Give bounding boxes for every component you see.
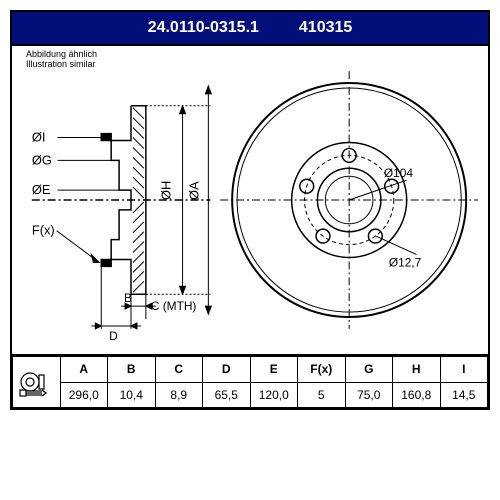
col-F: F(x) xyxy=(298,357,346,383)
dimension-table: A B C D E F(x) G H I 296,0 10,4 8,9 65,5… xyxy=(12,354,488,408)
technical-drawing: ØI ØG ØE F(x) xyxy=(12,46,488,354)
label-fx: F(x) xyxy=(32,223,55,238)
table-header-row: A B C D E F(x) G H I xyxy=(13,357,488,383)
col-H: H xyxy=(393,357,441,383)
label-center-dia: Ø104 xyxy=(384,166,413,180)
col-E: E xyxy=(250,357,298,383)
header-bar: 24.0110-0315.1 410315 xyxy=(12,12,488,46)
val-C: 8,9 xyxy=(155,382,203,408)
val-H: 160,8 xyxy=(393,382,441,408)
val-F: 5 xyxy=(298,382,346,408)
col-C: C xyxy=(155,357,203,383)
short-code: 410315 xyxy=(299,19,352,37)
val-B: 10,4 xyxy=(108,382,156,408)
bolt-icon xyxy=(18,384,48,402)
label-oh: ØH xyxy=(159,181,174,200)
col-G: G xyxy=(345,357,393,383)
label-d: D xyxy=(109,329,118,343)
diagram-area: ØI ØG ØE F(x) xyxy=(12,46,488,354)
val-I: 14,5 xyxy=(440,382,488,408)
val-D: 65,5 xyxy=(203,382,251,408)
label-c-mth: C (MTH) xyxy=(151,299,197,313)
col-I: I xyxy=(440,357,488,383)
label-b: B xyxy=(124,291,132,305)
label-oa: ØA xyxy=(186,181,201,200)
label-og: ØG xyxy=(32,152,52,167)
table-value-row: 296,0 10,4 8,9 65,5 120,0 5 75,0 160,8 1… xyxy=(13,382,488,408)
drawing-frame: 24.0110-0315.1 410315 Abbildung ähnlich … xyxy=(10,10,490,410)
val-G: 75,0 xyxy=(345,382,393,408)
label-oe: ØE xyxy=(32,182,51,197)
val-E: 120,0 xyxy=(250,382,298,408)
col-B: B xyxy=(108,357,156,383)
label-bolt-dia: Ø12,7 xyxy=(389,255,422,269)
part-number: 24.0110-0315.1 xyxy=(148,19,259,37)
col-A: A xyxy=(60,357,108,383)
col-D: D xyxy=(203,357,251,383)
val-A: 296,0 xyxy=(60,382,108,408)
label-oi: ØI xyxy=(32,129,46,144)
